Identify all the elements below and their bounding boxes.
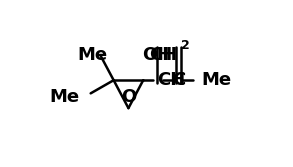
Text: CH: CH [157, 71, 185, 89]
Text: 2: 2 [181, 39, 190, 52]
Text: CH: CH [149, 46, 177, 64]
Text: Me: Me [49, 88, 79, 106]
Text: Me: Me [202, 71, 232, 89]
Text: OH: OH [142, 46, 172, 64]
Text: Me: Me [77, 46, 107, 64]
Text: O: O [121, 88, 136, 106]
Text: C: C [172, 71, 185, 89]
